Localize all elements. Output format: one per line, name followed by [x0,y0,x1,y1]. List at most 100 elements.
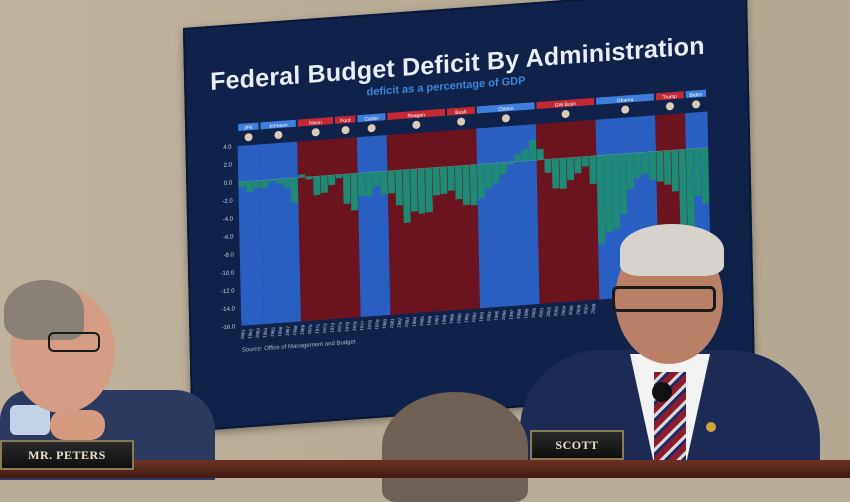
x-tick-label: 1990 [456,313,463,324]
deficit-bar [626,153,635,190]
deficit-bar [290,177,299,204]
deficit-bar [604,154,613,233]
x-tick-label: 1988 [441,314,448,325]
x-tick-label: 1961 [240,329,247,340]
person-left-glasses [48,332,100,352]
admin-label: JFK [244,125,254,132]
x-tick-label: 1989 [448,313,455,324]
x-tick-label: 2003 [553,306,560,317]
admin-label: Biden [689,92,702,99]
admin-label: GW Bush [555,101,577,109]
y-tick-label: -6.0 [223,234,234,241]
deficit-bar [305,176,313,180]
deficit-bar [253,180,261,189]
x-tick-label: 1994 [486,311,493,322]
admin-label-bg [387,108,446,121]
admin-label: Ford [340,118,351,125]
x-tick-label: 2000 [531,307,538,318]
admin-label-bg [297,117,334,127]
x-tick-label: 1982 [396,317,403,328]
x-tick-label: 1965 [269,326,276,337]
deficit-bar [417,168,426,214]
x-tick-label: 1997 [508,309,515,320]
admin-band-carter [356,135,391,318]
person-left-hand [50,410,105,440]
deficit-bar [581,156,589,167]
x-tick-label: 1979 [374,319,381,330]
deficit-bar [521,148,529,162]
admin-band-johnson [259,141,301,325]
deficit-bar [372,171,381,187]
deficit-bar [462,165,471,206]
person-right-glasses [612,286,716,312]
deficit-bar [574,156,582,174]
deficit-bar [499,162,507,175]
y-tick-label: -12.0 [221,288,235,295]
deficit-bar [447,166,455,191]
admin-portrait [274,131,283,140]
x-tick-label: 2002 [545,306,552,317]
admin-label: Reagan [407,112,425,119]
deficit-bar [671,149,679,192]
x-tick-label: 1993 [478,311,485,322]
deficit-bar [328,174,336,186]
deficit-bar [566,157,575,181]
y-tick-label: 2.0 [224,162,233,169]
x-tick-label: 1976 [352,320,359,331]
x-tick-label: 2001 [538,307,545,318]
deficit-bar [618,153,628,215]
deficit-bar [454,165,463,200]
deficit-bar [268,179,276,182]
x-tick-label: 1992 [471,312,478,323]
x-tick-label: 1981 [389,318,396,329]
deficit-bar [551,158,560,189]
x-tick-label: 1968 [292,325,299,336]
x-tick-label: 1970 [307,324,314,335]
x-tick-label: 2008 [590,303,597,314]
admin-label: Nixon [309,120,322,127]
dais-desk [0,460,850,478]
deficit-bar [514,154,522,162]
admin-label: Clinton [498,106,514,113]
nameplate-right: SCOTT [530,430,624,460]
x-tick-label: 1962 [247,328,254,339]
y-tick-label: -10.0 [220,270,234,277]
x-tick-label: 1987 [434,314,441,325]
deficit-bar [656,150,664,182]
deficit-bar [596,155,606,244]
x-tick-label: 1974 [337,322,344,333]
deficit-bar [633,152,642,179]
admin-band-reagan [386,130,451,315]
x-tick-label: 1998 [516,308,523,319]
deficit-bar [693,148,702,197]
admin-label-bg [685,89,707,99]
deficit-bar [380,171,388,195]
x-tick-label: 1995 [493,310,500,321]
y-tick-label: 4.0 [223,144,232,151]
y-tick-label: -16.0 [222,324,236,331]
x-tick-label: 1999 [523,308,530,319]
deficit-bar [432,167,440,196]
x-tick-label: 1969 [299,324,306,335]
nameplate-right-text: SCOTT [555,437,599,452]
nameplate-left: MR. PETERS [0,440,134,470]
deficit-bar [395,169,403,206]
x-tick-label: 1983 [404,317,411,328]
deficit-bar [343,173,351,204]
admin-band-jfk [237,144,264,326]
deficit-bar [260,179,269,189]
deficit-bar [641,151,649,174]
admin-portrait [561,109,570,118]
deficit-bar [544,159,552,174]
person-right [520,222,850,478]
admin-label: Trump [663,94,678,101]
x-tick-label: 1991 [463,312,470,323]
deficit-bar [507,161,515,165]
admin-band-clinton [476,124,540,309]
x-tick-label: 1971 [314,323,321,334]
deficit-bar [313,175,321,196]
admin-portrait [341,126,350,135]
person-left-collar [10,405,50,435]
deficit-bar [536,148,544,161]
x-tick-label: 1963 [255,328,262,339]
